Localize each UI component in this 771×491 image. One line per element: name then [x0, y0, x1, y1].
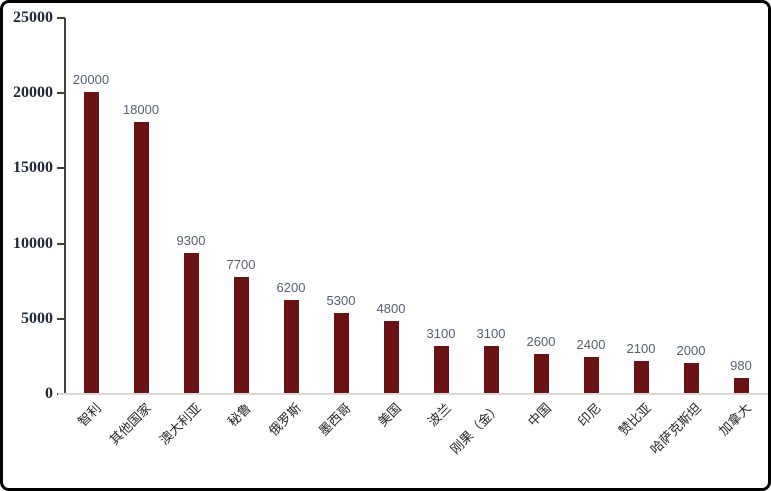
y-axis-tick-label: 10000 [13, 234, 53, 252]
x-axis-label-印尼: 印尼 [574, 400, 604, 430]
bar-刚果（金） [483, 346, 499, 393]
x-axis-label-秘鲁: 秘鲁 [224, 400, 254, 430]
y-axis-tick-label: 25000 [13, 9, 53, 26]
bar-value-label: 18000 [122, 102, 160, 117]
bar-墨西哥 [333, 313, 349, 393]
x-axis-label-俄罗斯: 俄罗斯 [265, 400, 304, 439]
x-axis-label-加拿大: 加拿大 [715, 400, 754, 439]
bar-value-label: 2600 [526, 334, 556, 349]
y-axis-line [64, 18, 66, 395]
x-axis-label-澳大利亚: 澳大利亚 [156, 400, 204, 448]
bar-value-label: 7700 [226, 257, 256, 272]
bar-value-label: 2100 [626, 341, 656, 356]
bar-俄罗斯 [283, 300, 299, 393]
bar-value-label: 2400 [576, 337, 606, 352]
bar-value-label: 5300 [326, 293, 356, 308]
bar-value-label: 9300 [176, 233, 206, 248]
y-axis-tick-mark [57, 242, 65, 245]
x-axis-label-赞比亚: 赞比亚 [615, 400, 654, 439]
y-axis-tick-mark [57, 92, 65, 95]
bar-value-label: 20000 [72, 72, 110, 87]
bar-智利 [83, 92, 99, 393]
x-axis-line [58, 393, 768, 395]
bar-中国 [533, 354, 549, 393]
y-axis-tick-label: 5000 [21, 309, 53, 327]
bar-其他国家 [133, 122, 149, 393]
y-axis-tick-label: 20000 [13, 84, 53, 102]
y-axis-tick-label: 0 [45, 385, 53, 402]
bar-秘鲁 [233, 277, 249, 393]
x-axis-label-智利: 智利 [74, 400, 104, 430]
bar-加拿大 [733, 378, 749, 393]
x-axis-label-其他国家: 其他国家 [106, 400, 154, 448]
bar-澳大利亚 [183, 253, 199, 393]
bar-value-label: 2000 [676, 343, 706, 358]
bar-value-label: 3100 [426, 326, 456, 341]
bar-印尼 [583, 357, 599, 393]
y-axis-tick-mark [57, 17, 65, 19]
x-axis-label-墨西哥: 墨西哥 [315, 400, 354, 439]
bar-赞比亚 [633, 361, 649, 393]
x-axis-label-刚果（金）: 刚果（金） [447, 400, 504, 457]
bar-美国 [383, 321, 399, 393]
bar-波兰 [433, 346, 449, 393]
x-axis-label-波兰: 波兰 [424, 400, 454, 430]
bar-value-label: 3100 [476, 326, 506, 341]
bar-value-label: 6200 [276, 280, 306, 295]
x-axis-label-美国: 美国 [374, 400, 404, 430]
bar-value-label: 980 [730, 358, 752, 373]
y-axis-tick-label: 15000 [13, 159, 53, 177]
x-axis-label-中国: 中国 [524, 400, 554, 430]
bar-哈萨克斯坦 [683, 363, 699, 393]
y-axis-tick-mark [57, 317, 65, 320]
x-axis-label-哈萨克斯坦: 哈萨克斯坦 [647, 400, 704, 457]
y-axis-tick-mark [57, 167, 65, 170]
bar-value-label: 4800 [376, 301, 406, 316]
